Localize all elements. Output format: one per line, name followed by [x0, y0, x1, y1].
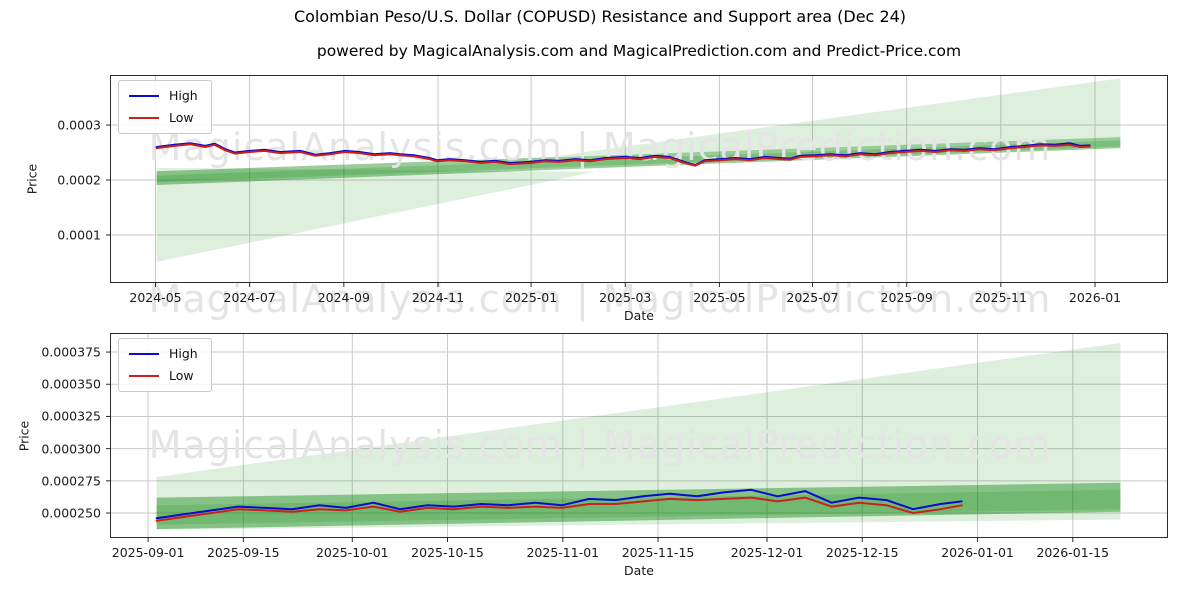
- legend: High Low: [118, 338, 212, 392]
- legend-swatch-high-line: [129, 352, 159, 355]
- price-chart-long-term: Price Date MagicalAnalysis.com | Magical…: [25, 75, 1168, 323]
- y-axis-label: Price: [24, 163, 40, 195]
- resistance-fan-upper: [156, 343, 1121, 530]
- y-tick-label: 0.000325: [41, 408, 101, 424]
- x-tick-label: 2024-11: [411, 290, 465, 305]
- figure-title: Colombian Peso/U.S. Dollar (COPUSD) Resi…: [293, 7, 907, 26]
- x-tick-label: 2025-09-01: [111, 545, 185, 560]
- x-tick-label: 2025-10-01: [315, 545, 389, 560]
- high-line: [155, 488, 963, 520]
- legend-label: High: [169, 88, 198, 103]
- sr-band-core: [156, 140, 1121, 183]
- y-tick-label: 0.000300: [41, 441, 101, 457]
- legend-label: High: [169, 346, 198, 361]
- y-tick-label: 0.000250: [41, 505, 101, 521]
- sr-band-main: [156, 482, 1121, 530]
- legend-label: Low: [169, 368, 194, 383]
- y-tick-label: 0.000275: [41, 473, 101, 489]
- y-tick-label: 0.000375: [41, 344, 101, 360]
- watermark-in-plot: MagicalAnalysis.com | MagicalPrediction.…: [149, 125, 1052, 170]
- x-tick-label: 2025-05: [693, 290, 746, 305]
- y-axis-label: Price: [16, 420, 32, 451]
- sr-band-main: [156, 137, 1121, 185]
- x-tick-label: 2026-01: [1068, 290, 1122, 305]
- price-chart-recent: Price Date MagicalAnalysis.com | Magical…: [17, 333, 1168, 578]
- plot-border: [110, 75, 1168, 283]
- x-tick-label: 2024-07: [223, 290, 276, 305]
- x-tick-label: 2026-01-15: [1036, 545, 1110, 560]
- legend-row: Low: [129, 368, 198, 383]
- legend-swatch-low-line: [129, 116, 159, 119]
- legend-swatch-low-line: [129, 374, 159, 377]
- support-fan-lower: [156, 167, 595, 262]
- y-tick-label: 0.0002: [57, 172, 101, 188]
- x-tick-label: 2026-01-01: [941, 545, 1014, 560]
- x-tick-label: 2024-09: [317, 290, 370, 305]
- plot-area: MagicalAnalysis.com | MagicalPrediction.…: [106, 75, 1168, 287]
- watermark-in-plot: MagicalAnalysis.com | MagicalPrediction.…: [149, 423, 1052, 468]
- high-line: [155, 142, 1091, 167]
- figure-subtitle: powered by MagicalAnalysis.com and Magic…: [316, 42, 962, 60]
- x-axis-label: Date: [624, 308, 654, 323]
- x-tick-label: 2025-12-01: [730, 545, 804, 560]
- plot-area: MagicalAnalysis.com | MagicalPrediction.…: [106, 333, 1168, 542]
- resistance-fan-upper: [550, 78, 1121, 157]
- legend-row: High: [129, 88, 198, 103]
- y-tick-label: 0.0003: [57, 117, 101, 133]
- legend-row: Low: [129, 110, 198, 125]
- legend-label: Low: [169, 110, 194, 125]
- x-tick-label: 2025-03: [599, 290, 652, 305]
- low-line: [155, 496, 963, 522]
- x-axis-label: Date: [624, 563, 654, 578]
- plot-border: [110, 333, 1168, 538]
- x-tick-label: 2025-11-15: [621, 545, 695, 560]
- x-tick-label: 2025-09-15: [206, 545, 280, 560]
- x-tick-label: 2025-11-01: [526, 545, 600, 560]
- legend: High Low: [118, 80, 212, 134]
- x-tick-label: 2024-05: [129, 290, 182, 305]
- x-tick-label: 2025-09: [880, 290, 933, 305]
- x-tick-label: 2025-01: [504, 290, 558, 305]
- legend-swatch-high-line: [129, 94, 159, 97]
- x-tick-label: 2025-12-15: [825, 545, 899, 560]
- legend-row: High: [129, 346, 198, 361]
- x-tick-label: 2025-11: [974, 290, 1027, 305]
- y-tick-label: 0.0001: [57, 227, 101, 243]
- x-tick-label: 2025-10-15: [411, 545, 484, 560]
- y-tick-label: 0.000350: [41, 376, 101, 392]
- x-tick-label: 2025-07: [786, 290, 839, 305]
- low-line: [155, 143, 1091, 167]
